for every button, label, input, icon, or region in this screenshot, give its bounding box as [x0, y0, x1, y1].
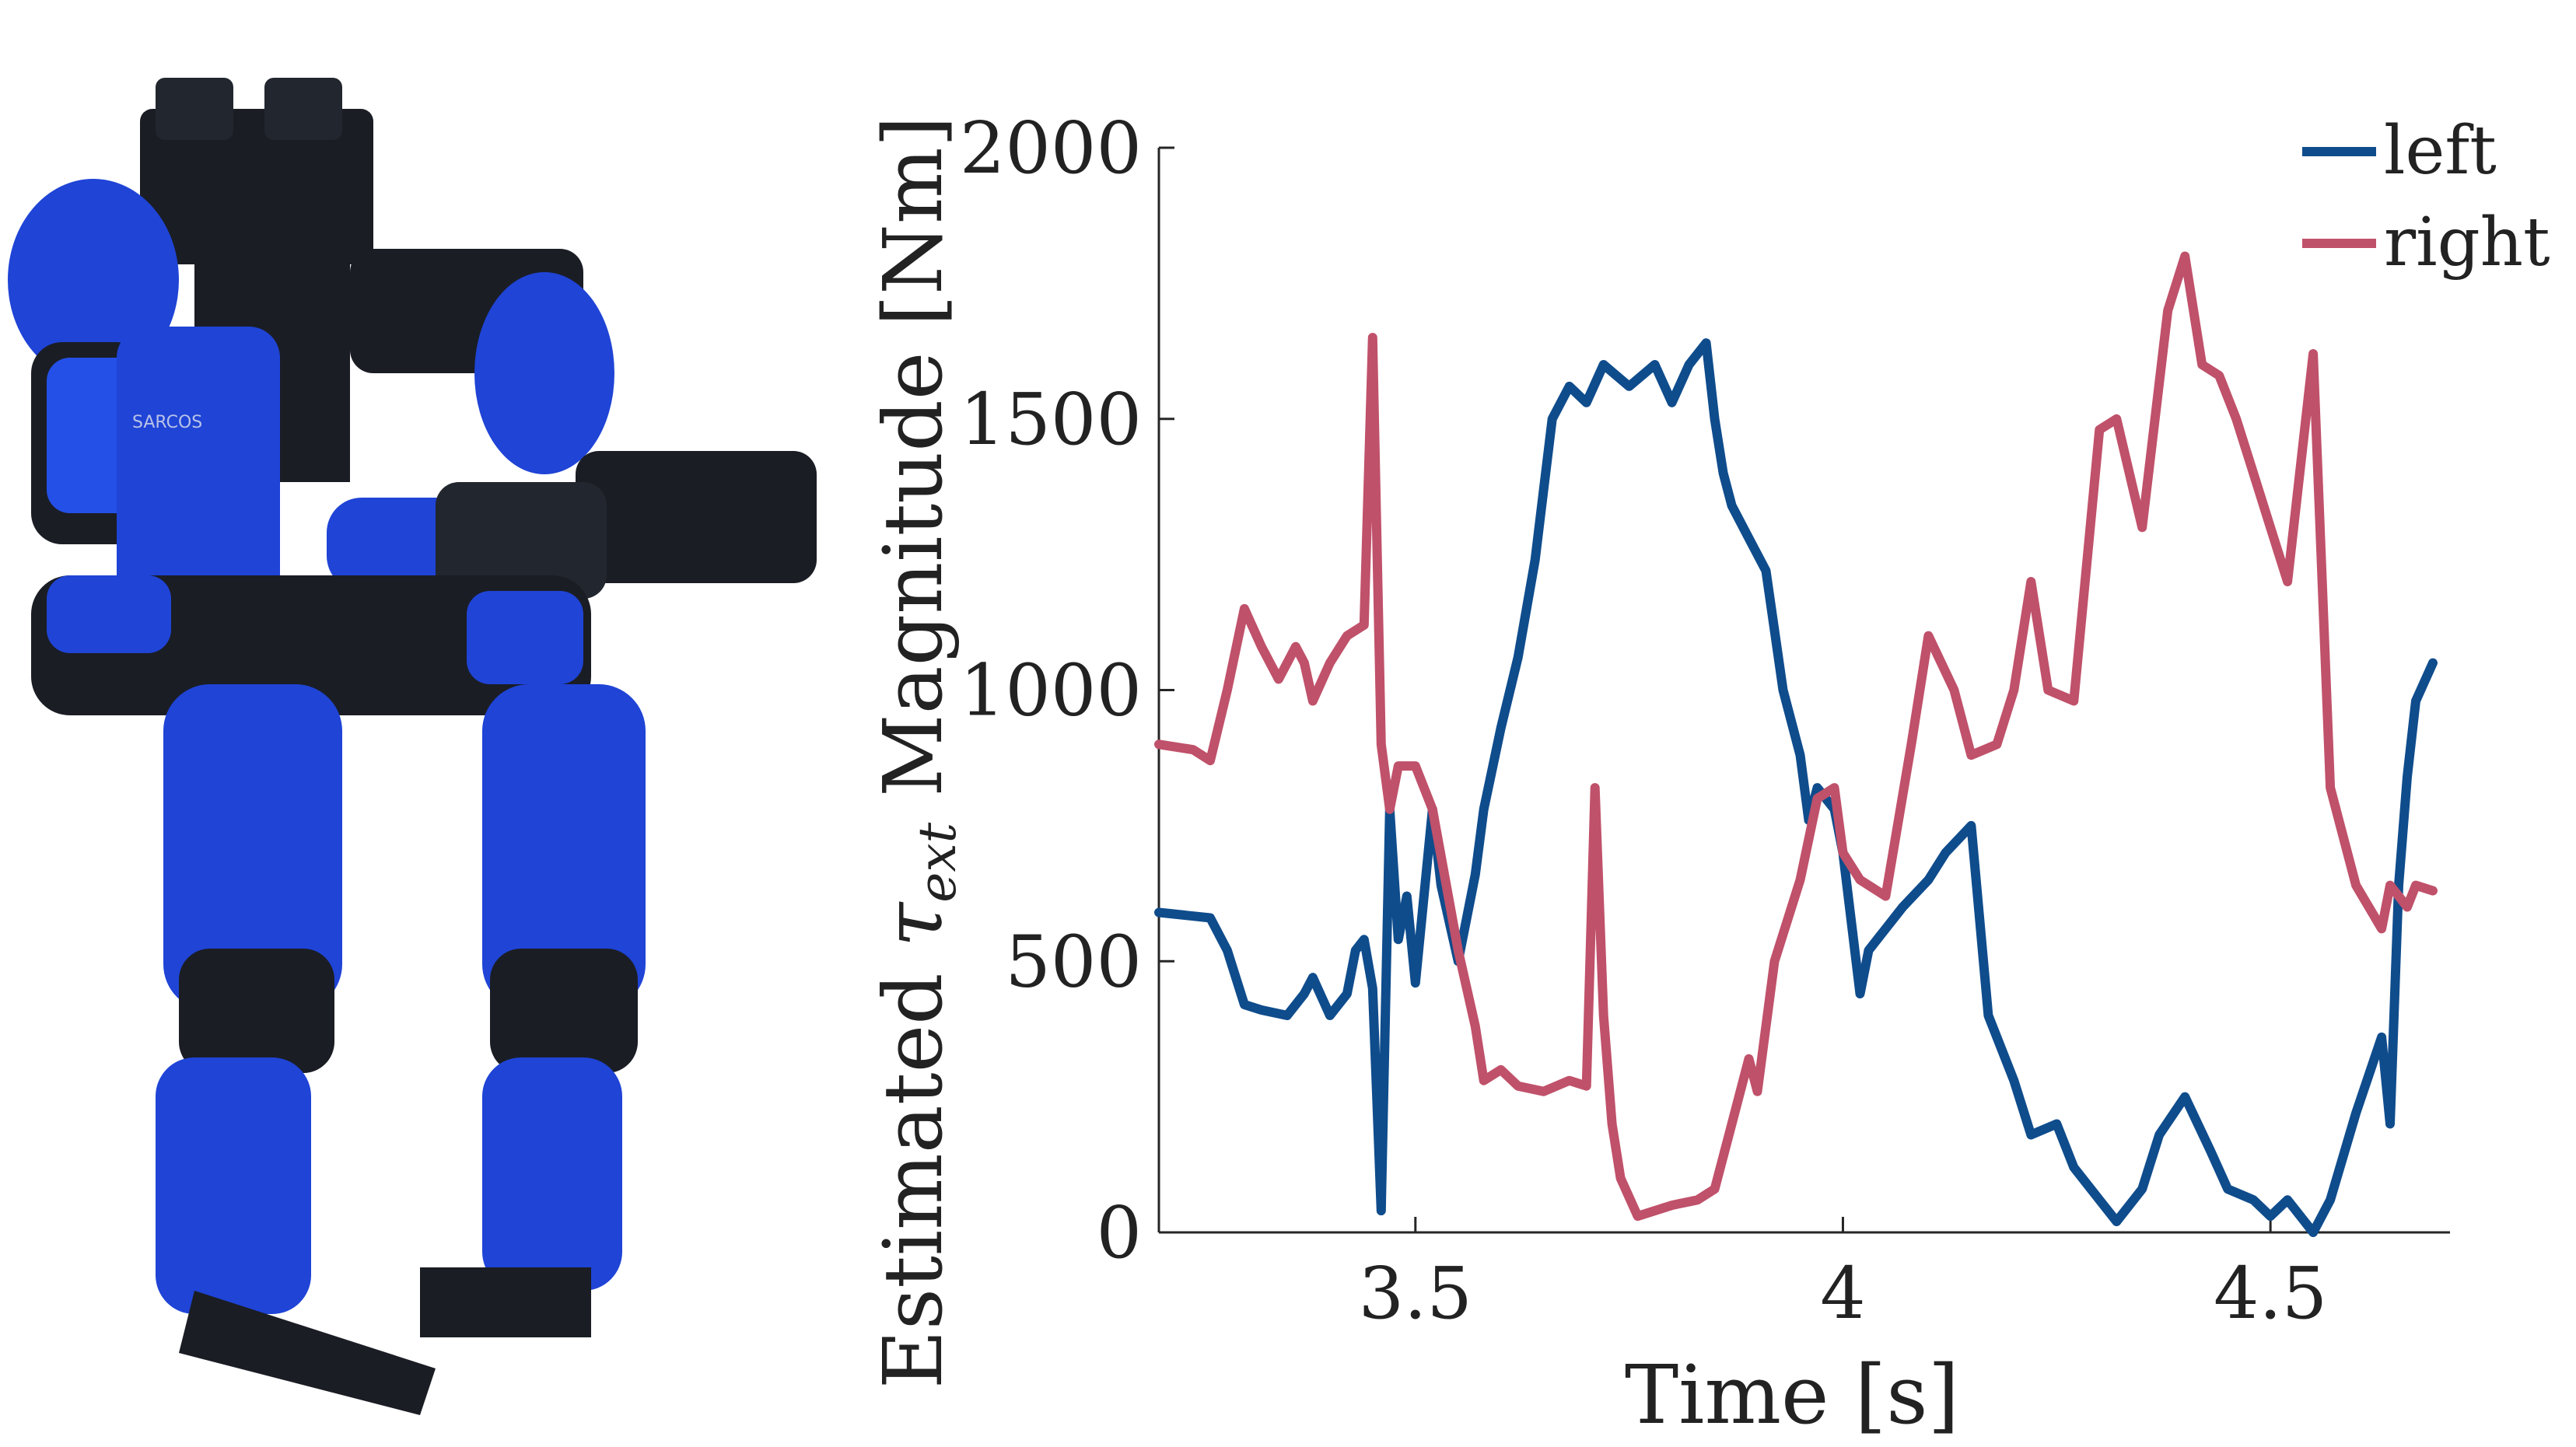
y-axis-title-suffix: Magnitude [Nm]: [866, 116, 961, 823]
series-line-left: [1154, 338, 2438, 1237]
legend-label-right: right: [2384, 204, 2550, 281]
robot-right-leg: [420, 684, 646, 1337]
series-line-right: [1154, 251, 2438, 1222]
robot-right-arm: [327, 272, 817, 599]
legend-label-left: left: [2384, 112, 2497, 190]
x-tick-label: 4: [1820, 1252, 1866, 1335]
torque-chart: 0 500 1000 1500 2000 3.5 4 4.5 Time [s] Estima…: [866, 107, 2550, 1442]
y-tick-label: 1500: [960, 378, 1142, 461]
y-tick-label: 1000: [960, 649, 1142, 732]
robot-hips: [31, 575, 591, 715]
x-tick-label: 4.5: [2214, 1252, 2327, 1335]
y-axis-title: Estimated τext Magnitude [Nm]: [866, 116, 968, 1389]
y-axis-title-prefix: Estimated: [866, 947, 961, 1389]
robot-left-leg: [156, 684, 436, 1415]
y-tick-label: 0: [1096, 1191, 1142, 1274]
y-axis: 0 500 1000 1500 2000: [960, 107, 1174, 1274]
legend: left right: [2302, 112, 2550, 281]
x-axis-title: Time [s]: [1625, 1347, 1959, 1442]
y-tick-label: 500: [1005, 920, 1142, 1003]
series-layer: [1154, 251, 2438, 1237]
robot-logo: SARCOS: [132, 413, 202, 432]
y-axis-title-symbol: τ: [866, 901, 961, 947]
robot-torso: SARCOS: [117, 327, 280, 606]
y-axis-title-subscript: ext: [908, 822, 968, 902]
robot-illustration: SARCOS: [8, 78, 817, 1415]
x-axis: 3.5 4 4.5: [1159, 1217, 2450, 1335]
x-tick-label: 3.5: [1359, 1252, 1472, 1335]
y-tick-label: 2000: [960, 107, 1142, 190]
